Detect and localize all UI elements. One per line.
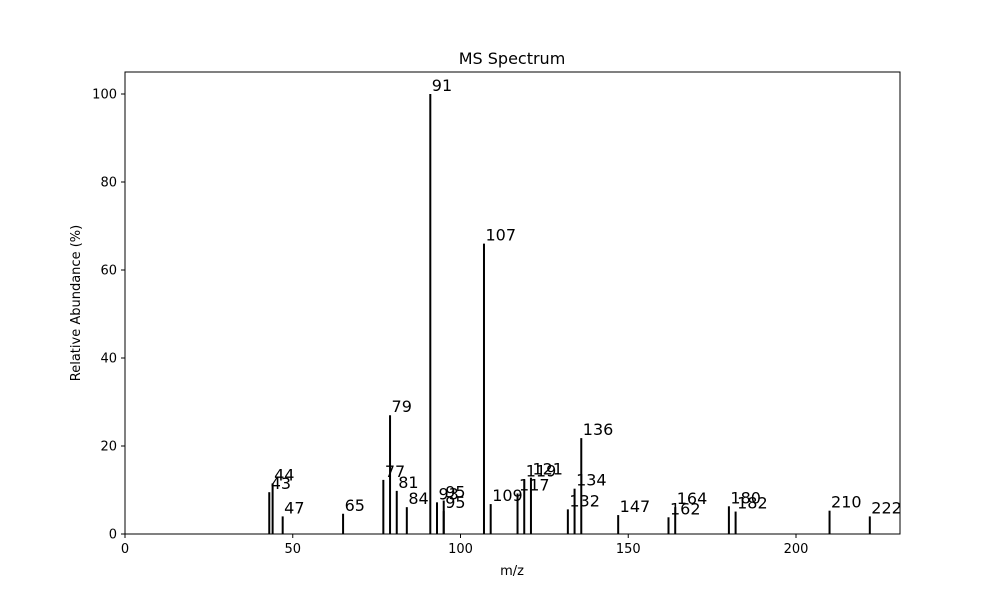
peak-label: 162 <box>670 499 701 518</box>
y-tick-label: 40 <box>100 352 117 367</box>
peak-label: 147 <box>620 497 651 516</box>
peak-label: 121 <box>532 460 563 479</box>
x-tick-label: 200 <box>784 542 809 557</box>
peak-label: 79 <box>392 397 412 416</box>
x-tick-label: 50 <box>284 542 301 557</box>
peak-label: 95 <box>445 493 465 512</box>
peak-label: 134 <box>576 471 607 490</box>
y-tick-label: 100 <box>92 88 117 103</box>
peak-label: 65 <box>345 496 365 515</box>
peak-label: 43 <box>271 474 291 493</box>
peak-label: 117 <box>519 476 550 495</box>
peak-label: 47 <box>284 498 304 517</box>
peak-label: 44 <box>274 465 294 484</box>
peak-label: 119 <box>526 461 557 480</box>
chart-title: MS Spectrum <box>459 49 566 68</box>
peak-label: 95 <box>445 483 465 502</box>
y-tick-label: 60 <box>100 264 117 279</box>
peak-label: 132 <box>569 491 600 510</box>
x-tick-label: 0 <box>121 542 129 557</box>
x-axis-label: m/z <box>500 564 524 579</box>
peak-label: 136 <box>583 420 614 439</box>
y-axis-label: Relative Abundance (%) <box>69 225 84 381</box>
plot-frame <box>124 71 901 535</box>
y-tick-label: 20 <box>100 440 117 455</box>
y-tick-label: 80 <box>100 176 117 191</box>
peak-label: 222 <box>871 498 902 517</box>
peak-label: 91 <box>432 76 452 95</box>
y-tick-label: 0 <box>109 528 117 543</box>
peak-label: 84 <box>408 489 428 508</box>
peak-label: 180 <box>730 488 761 507</box>
peak-label: 109 <box>492 486 523 505</box>
peak-label: 93 <box>439 484 459 503</box>
x-tick-label: 100 <box>448 542 473 557</box>
peak-label: 210 <box>831 493 862 512</box>
peak-label: 107 <box>485 226 516 245</box>
x-tick-label: 150 <box>616 542 641 557</box>
peak-label: 164 <box>677 489 708 508</box>
peak-label: 182 <box>737 494 768 513</box>
peak-label: 81 <box>398 473 418 492</box>
